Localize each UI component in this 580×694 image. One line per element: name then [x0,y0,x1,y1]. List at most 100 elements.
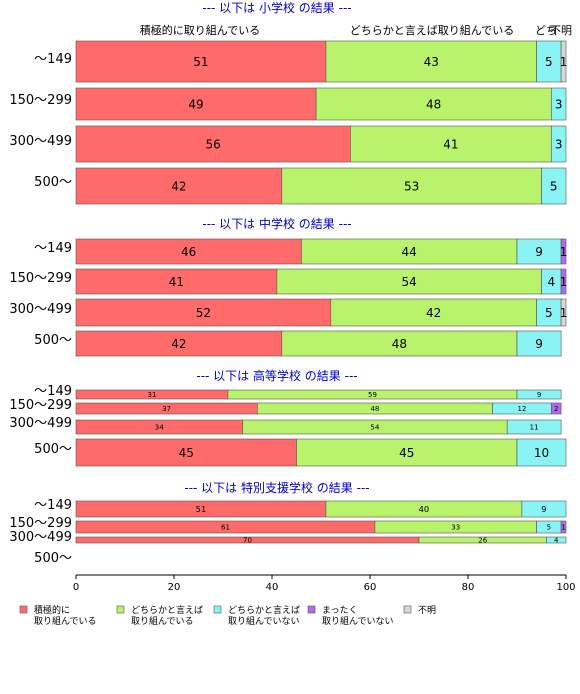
data-label: 2 [554,405,558,413]
bar-segment [516,330,562,357]
data-label: 42 [171,179,186,193]
data-label: 43 [424,55,439,69]
bar-segment [536,40,562,83]
bar-segment [550,87,567,121]
data-label: 70 [243,537,252,545]
data-label: 37 [162,405,171,413]
legend-label: 取り組んでいない [228,615,300,627]
data-label: 12 [517,405,526,413]
data-label: 5 [545,306,553,320]
legend-label: 取り組んでいる [131,615,194,627]
section-title: --- 以下は 中学校 の結果 --- [202,216,351,231]
data-label: 48 [370,405,379,413]
data-label: 1 [560,245,568,259]
chart-section: --- 以下は 特別支援学校 の結果 --- ～149 5 1 40 9 150～299 61… [9,480,567,566]
x-tick-label: 0 [73,582,79,593]
legend-swatch [213,605,222,614]
data-label: 1 [560,306,568,320]
bar-segment [75,330,283,357]
bar-segment [516,438,567,467]
bar-segment [75,167,283,205]
data-label: 51 [193,55,208,69]
bar-segment [560,238,567,265]
data-label: 4 [554,537,559,545]
legend-label: 不明 [418,605,436,616]
bar-segment [276,268,542,295]
data-label: 26 [478,537,487,545]
x-tick-label: 40 [266,582,279,593]
legend-swatch [19,605,28,614]
data-label: 40 [419,504,430,514]
bar-segment [281,330,518,357]
bar-segment [550,125,567,163]
legend-label: まったく [322,605,358,616]
column-header: どち [535,24,557,37]
data-label: 33 [451,524,460,532]
data-label: 45 [399,446,414,460]
x-tick-label: 80 [462,582,475,593]
bar-segment [281,167,542,205]
legend-swatch [403,605,412,614]
data-label: 48 [392,337,407,351]
bar-segment [325,40,537,83]
data-label: 5 [550,179,558,193]
bar-segment [521,500,567,518]
bar-segment [75,268,278,295]
category-label: 150～299 [9,516,72,531]
legend-label: 取り組んでいない [322,615,394,627]
section-title: --- 以下は 特別支援学校 の結果 --- [184,480,369,495]
category-label: 500～ [34,442,72,457]
data-label: 49 [188,97,203,111]
legend-swatch [307,605,316,614]
legend-swatch [116,605,125,614]
bar-segment [560,520,567,534]
data-label: 9 [541,504,546,514]
bar-segment [75,298,332,327]
column-header: 不明 [550,24,572,37]
legend-item: 不明 [403,605,436,616]
bar-segment [560,40,567,83]
bar-segment [301,238,518,265]
category-label: ～149 [34,498,72,513]
category-label: ～149 [34,241,72,256]
chart-section: --- 以下は 高等学校 の結果 --- ～149 31 59 9 150～299 37 48… [9,368,567,467]
bar-segment [75,438,297,467]
bar-segment [516,389,562,400]
bar-segment [75,125,351,163]
data-label: 1 [561,524,565,532]
column-header: 積極的に取り組んでいる [140,23,260,37]
category-label: 150～299 [9,93,72,108]
x-tick-label: 100 [556,582,575,593]
legend-label: 積極的に [34,604,70,616]
legend-item: 積極的に取り組んでいる [19,604,97,627]
legend-label: 取り組んでいる [34,615,97,627]
data-label: 54 [370,423,380,432]
category-label: 300～499 [9,302,72,317]
data-label: 48 [426,97,441,111]
x-tick-label: 20 [168,582,181,593]
data-label: 5 [547,524,551,532]
data-label: 31 [147,391,156,399]
data-label: 1 [560,275,568,289]
data-label: 61 [221,524,230,532]
category-label: 300～499 [9,134,72,149]
data-label: 45 [179,446,194,460]
legend-label: どちらかと言えば [228,604,300,616]
data-label: 9 [535,245,543,259]
legend-label: どちらかと言えば [131,604,203,616]
data-label: 44 [402,245,417,259]
bar-segment [296,438,518,467]
category-label: 500～ [34,551,72,566]
data-label: 42 [426,306,441,320]
bar-segment [546,536,567,544]
data-label: 1 [560,55,568,69]
bar-segment [506,419,562,435]
category-label: ～149 [34,384,72,399]
bar-segment [536,298,562,327]
data-label: 56 [206,137,221,151]
bar-segment [516,238,562,265]
